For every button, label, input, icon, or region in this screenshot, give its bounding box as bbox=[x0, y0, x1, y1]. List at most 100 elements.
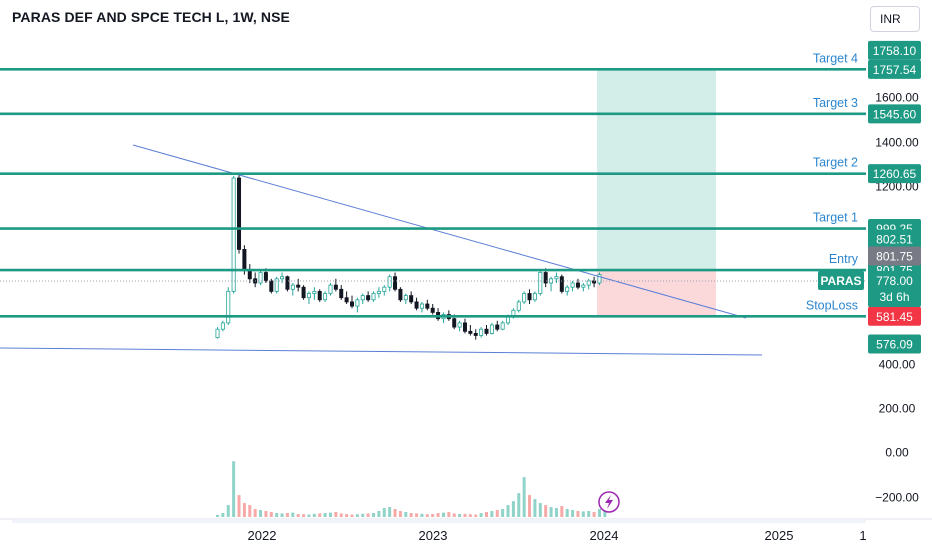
symbol-badge-text: PARAS bbox=[820, 274, 861, 288]
volume-bar bbox=[404, 512, 408, 517]
candle-body bbox=[215, 328, 220, 339]
volume-bar bbox=[291, 512, 295, 517]
candle-body bbox=[301, 286, 306, 299]
candle-body bbox=[484, 328, 489, 334]
candle-body bbox=[285, 276, 290, 290]
candle-body bbox=[333, 284, 338, 290]
level-badge-text: 1545.60 bbox=[873, 107, 917, 121]
volume-bar bbox=[259, 510, 263, 517]
price-badge-lower-bg bbox=[868, 334, 921, 354]
level-extra-badge: 1758.10 bbox=[868, 40, 921, 60]
lightning-icon bbox=[598, 491, 620, 513]
candle-body bbox=[274, 278, 279, 292]
volume-bar bbox=[436, 513, 440, 517]
volume-bar bbox=[216, 515, 219, 517]
candle-body bbox=[468, 330, 473, 334]
volume-bar bbox=[372, 513, 376, 517]
volume-bar bbox=[528, 495, 532, 517]
volume-tick-label: 200.00 bbox=[879, 402, 916, 416]
volume-bar bbox=[242, 503, 246, 517]
volume-bar bbox=[307, 514, 311, 517]
volume-bar bbox=[560, 506, 564, 517]
volume-bar bbox=[597, 509, 601, 517]
candle-body bbox=[473, 332, 478, 336]
candle-body bbox=[376, 290, 381, 294]
volume-bar bbox=[415, 513, 419, 517]
time-tick-label: 2022 bbox=[248, 528, 277, 543]
candle-body bbox=[581, 284, 586, 288]
level-label: Entry bbox=[829, 252, 859, 266]
level-extra-badge-bg bbox=[868, 40, 921, 60]
volume-bar bbox=[355, 514, 359, 517]
level-badge: 581.45 bbox=[868, 306, 921, 326]
volume-bar bbox=[458, 514, 462, 517]
volume-bar bbox=[361, 513, 365, 517]
candle-body bbox=[430, 307, 435, 313]
volume-bar bbox=[571, 510, 575, 517]
level-badge-bg bbox=[868, 306, 921, 326]
candle-body bbox=[554, 276, 559, 280]
candle-body bbox=[231, 177, 236, 292]
volume-tick-label: 0.00 bbox=[885, 446, 909, 460]
volume-bar bbox=[485, 512, 488, 517]
candle-body bbox=[495, 324, 500, 330]
volume-bar bbox=[237, 495, 241, 517]
candle-body bbox=[382, 286, 387, 292]
time-tick-label: 2024 bbox=[590, 528, 619, 543]
candle-body bbox=[237, 177, 242, 250]
level-label: Target 2 bbox=[813, 156, 858, 170]
level-label: Target 4 bbox=[813, 51, 858, 65]
volume-bar bbox=[302, 514, 306, 517]
volume-bar bbox=[280, 513, 284, 517]
volume-bar bbox=[232, 461, 236, 517]
candle-body bbox=[317, 290, 322, 301]
candle-body bbox=[586, 280, 591, 286]
volume-bar bbox=[581, 511, 585, 517]
volume-bar bbox=[517, 493, 521, 517]
volume-bar bbox=[296, 514, 300, 517]
candle-body bbox=[538, 272, 543, 294]
volume-bar bbox=[409, 513, 413, 517]
candle-body bbox=[527, 293, 532, 301]
candle-body bbox=[339, 288, 344, 299]
volume-bar bbox=[506, 505, 510, 517]
candle-body bbox=[290, 284, 295, 290]
volume-bar bbox=[587, 511, 591, 517]
candle-body bbox=[328, 284, 333, 294]
volume-bar bbox=[549, 507, 553, 517]
volume-bar bbox=[275, 513, 279, 517]
currency-button[interactable]: INR bbox=[870, 6, 920, 32]
volume-bar bbox=[226, 505, 230, 517]
volume-bar bbox=[452, 513, 456, 517]
candle-body bbox=[296, 284, 301, 288]
candle-body bbox=[425, 303, 430, 309]
candle-body bbox=[269, 280, 274, 292]
volume-bar bbox=[264, 511, 268, 517]
countdown-text: 3d 6h bbox=[879, 290, 909, 304]
price-badge-lower-text: 576.09 bbox=[876, 338, 913, 352]
volume-bar bbox=[318, 513, 322, 517]
candle-body bbox=[559, 276, 564, 292]
lightning-icon-bolt bbox=[605, 495, 613, 509]
volume-bar bbox=[366, 513, 370, 517]
level-label: Target 1 bbox=[813, 211, 858, 225]
level-badge-bg bbox=[868, 59, 921, 79]
candle-body bbox=[403, 295, 408, 301]
volume-bar bbox=[592, 512, 596, 517]
volume-bar bbox=[345, 514, 349, 517]
badge-layer: 1757.541758.101545.601260.65999.25801.75… bbox=[598, 40, 921, 513]
candle-body bbox=[344, 297, 349, 303]
volume-bar bbox=[501, 509, 505, 517]
volume-bar bbox=[495, 510, 499, 517]
entry-price-badge-text: 801.75 bbox=[876, 250, 913, 264]
volume-bar bbox=[312, 513, 316, 517]
candle-body bbox=[349, 301, 354, 307]
time-tick-label: 2023 bbox=[419, 528, 448, 543]
level-lines-layer: Target 4 Target 3 Target 2 Target 1 Entry Sto… bbox=[0, 51, 866, 356]
time-scrollbar bbox=[12, 519, 866, 523]
candle-body bbox=[387, 276, 392, 288]
candle-body bbox=[543, 272, 548, 284]
volume-bar bbox=[393, 509, 397, 517]
candle-body bbox=[462, 322, 467, 332]
